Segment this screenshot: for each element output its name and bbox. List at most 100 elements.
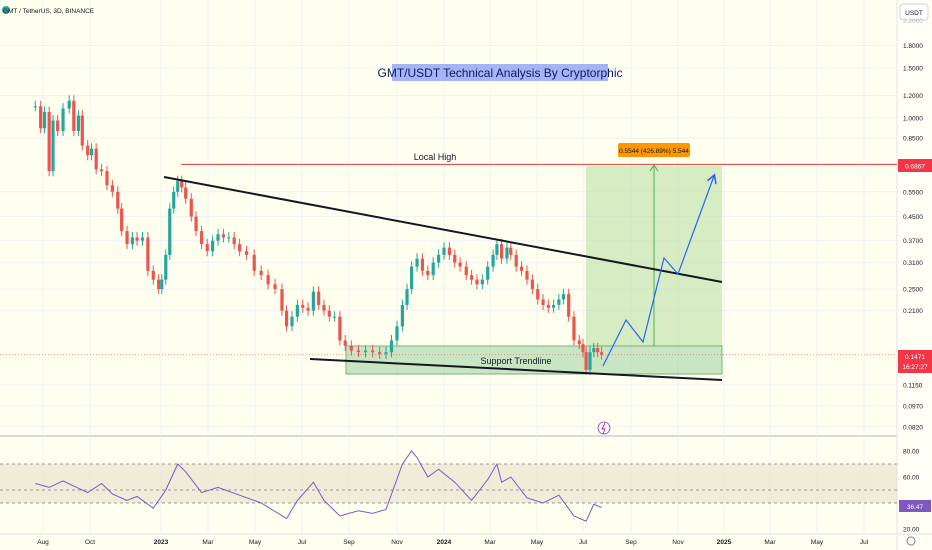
candle-body xyxy=(480,279,484,285)
candle-body xyxy=(332,316,337,318)
candle-body xyxy=(232,237,236,245)
currency-badge[interactable] xyxy=(899,3,929,21)
price-tick-labels: 1.8000 1.5000 1.2000 1.0000 0.8500 0.5500 0.45… xyxy=(903,18,923,431)
candle-body xyxy=(273,284,277,290)
candle-body xyxy=(116,191,120,209)
price-tick-label: 0.0970 xyxy=(903,404,923,411)
price-tick-label: 0.8500 xyxy=(903,136,923,143)
time-tick-label: Jul xyxy=(860,539,869,546)
candle-body xyxy=(216,234,220,241)
candle-body xyxy=(363,350,368,353)
candle-body xyxy=(599,352,604,355)
candle-body xyxy=(180,181,184,188)
price-tick-label: 0.2100 xyxy=(903,308,923,315)
support-label: Support Trendline xyxy=(480,356,551,366)
candle-body xyxy=(491,254,495,267)
event-marker[interactable] xyxy=(597,421,611,435)
candle-body xyxy=(61,108,65,132)
candle-body xyxy=(338,316,342,341)
candle-body xyxy=(135,237,139,241)
rsi-tag: 36.47 xyxy=(907,504,924,511)
candle-body xyxy=(551,304,556,308)
price-tick-label-partial: 2.2000 xyxy=(903,18,923,25)
candle-body xyxy=(146,237,150,271)
gear-icon[interactable] xyxy=(906,536,916,546)
candle-body xyxy=(89,148,94,156)
time-tick-label: Sep xyxy=(343,539,355,546)
candle-body xyxy=(519,266,524,271)
rsi-tick-label: 80.00 xyxy=(903,449,920,456)
candle-body xyxy=(499,244,504,259)
time-tick-label: Jul xyxy=(579,539,588,546)
candle-body xyxy=(51,120,55,172)
candle-body xyxy=(509,247,513,255)
local-high-label: Local High xyxy=(414,152,457,162)
candle-body xyxy=(301,304,305,308)
time-tick-label: Nov xyxy=(672,539,684,546)
candle-body xyxy=(395,326,399,341)
local-high-tag-box xyxy=(898,159,932,172)
candle-body xyxy=(164,254,168,280)
candle-body xyxy=(151,270,155,280)
candle-body xyxy=(42,111,47,129)
chart-title: GMT/USDT Technical Analysis By Cryptorph… xyxy=(378,66,623,80)
candle-body xyxy=(349,345,353,351)
current-price-tag-box xyxy=(898,350,932,373)
title-box xyxy=(392,64,608,81)
price-axis[interactable] xyxy=(897,0,932,550)
candle-body xyxy=(378,352,382,354)
candle-body xyxy=(252,254,256,271)
candle-body xyxy=(160,279,164,290)
candle-body xyxy=(588,352,592,370)
candle-body xyxy=(581,344,585,353)
candle-body xyxy=(470,275,474,280)
symbol-status-icon xyxy=(2,6,10,14)
rsi-band xyxy=(0,463,897,504)
candle-body xyxy=(389,340,394,353)
candle-body xyxy=(306,307,310,311)
candle-body xyxy=(453,254,457,263)
candle-body xyxy=(584,352,588,370)
symbol-line: GMT / TetherUS, 3D, BINANCE xyxy=(3,8,95,15)
candle-body xyxy=(105,171,109,186)
candle-body xyxy=(130,237,135,245)
price-candles xyxy=(33,95,604,375)
time-tick-label: 2023 xyxy=(154,539,169,546)
candle-body xyxy=(227,237,231,239)
countdown-tag: 16:27:27 xyxy=(902,364,928,371)
price-tick-label: 0.1150 xyxy=(903,383,923,390)
rsi-tick-label: 60.00 xyxy=(903,475,920,482)
candle-body xyxy=(405,289,409,305)
candle-body xyxy=(280,289,284,311)
price-tick-label: 0.2500 xyxy=(903,287,923,294)
measure-label-box xyxy=(618,143,690,157)
time-tick-label: Aug xyxy=(37,539,49,546)
price-tick-label: 0.3700 xyxy=(903,238,923,245)
candle-body xyxy=(284,310,289,327)
candle-body xyxy=(343,340,347,346)
candle-body xyxy=(94,148,98,170)
candle-body xyxy=(322,304,326,311)
candle-body xyxy=(221,234,226,238)
price-tick-label: 0.3100 xyxy=(903,260,923,267)
candle-body xyxy=(168,208,172,255)
candle-body xyxy=(80,115,84,146)
candle-body xyxy=(311,291,315,311)
candle-body xyxy=(557,299,561,305)
candle-body xyxy=(475,279,479,285)
candle-body xyxy=(67,100,71,109)
candle-body xyxy=(99,169,104,172)
rsi-line xyxy=(35,450,602,522)
candle-body xyxy=(400,304,404,327)
rsi-polyline xyxy=(35,450,602,522)
candle-body xyxy=(72,100,76,132)
candle-body xyxy=(76,115,81,132)
candle-body xyxy=(596,348,600,353)
candle-body xyxy=(184,187,188,199)
currency-badge-label: USDT xyxy=(905,10,923,17)
candle-body xyxy=(295,304,299,317)
time-tick-label: May xyxy=(531,539,544,546)
candle-body xyxy=(458,262,462,267)
